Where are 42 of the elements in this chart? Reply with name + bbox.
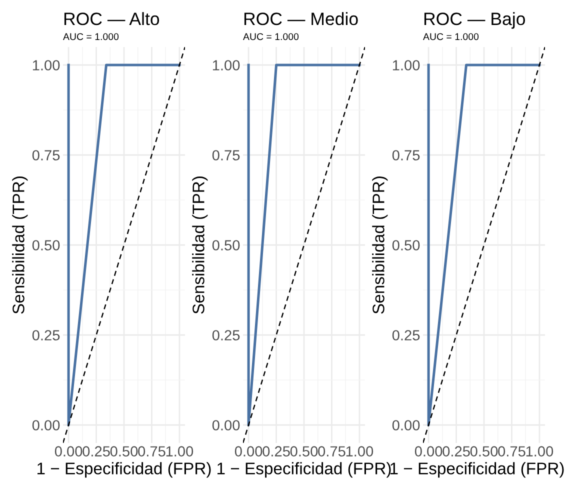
chart-title: ROC — Medio [244,12,358,26]
x-axis-title: 1 − Especificidad (FPR) [390,462,564,478]
y-tick-label: 0.00 [392,420,420,430]
chart-subtitle: AUC = 1.000 [423,33,479,40]
y-tick-label: 0.75 [392,150,420,160]
x-tick-label: 0.75 [138,446,166,456]
x-tick-label: 1.00 [346,446,374,456]
y-tick-label: 0.75 [212,150,240,160]
x-tick-label: 0.00 [414,446,442,456]
y-tick-label: 0.75 [32,150,60,160]
y-tick-label: 0.00 [32,420,60,430]
y-tick-label: 1.00 [32,60,60,70]
x-axis-title: 1 − Especificidad (FPR) [38,462,211,478]
y-tick-label: 0.25 [392,330,420,340]
y-tick-label: 0.00 [212,420,240,430]
x-tick-label: 0.00 [54,446,82,456]
y-tick-label: 1.00 [212,60,240,70]
y-tick-label: 0.25 [32,330,60,340]
x-tick-label: 0.25 [262,446,290,456]
x-tick-label: 0.75 [318,446,346,456]
x-axis-title: 1 − Especificidad (FPR) [218,462,391,478]
x-tick-label: 0.75 [498,446,526,456]
x-tick-label: 0.00 [234,446,262,456]
y-tick-label: 1.00 [392,60,420,70]
x-tick-label: 0.50 [290,446,318,456]
chart-title: ROC — Alto [64,12,160,26]
chart-title: ROC — Bajo [424,12,525,29]
chart-subtitle: AUC = 1.000 [63,33,119,40]
x-tick-label: 0.25 [82,446,110,456]
y-axis-title: Sensibilidad (TPR) [192,176,208,314]
y-axis-title: Sensibilidad (TPR) [372,176,388,314]
x-tick-label: 1.00 [166,446,194,456]
chart-subtitle: AUC = 1.000 [243,33,299,40]
y-axis-title: Sensibilidad (TPR) [12,176,28,314]
x-tick-label: 0.25 [442,446,470,456]
x-tick-label: 0.50 [470,446,498,456]
y-tick-label: 0.50 [32,240,60,250]
x-tick-label: 0.50 [110,446,138,456]
x-tick-label: 1.00 [526,446,554,456]
y-tick-label: 0.50 [212,240,240,250]
y-tick-label: 0.50 [392,240,420,250]
y-tick-label: 0.25 [212,330,240,340]
